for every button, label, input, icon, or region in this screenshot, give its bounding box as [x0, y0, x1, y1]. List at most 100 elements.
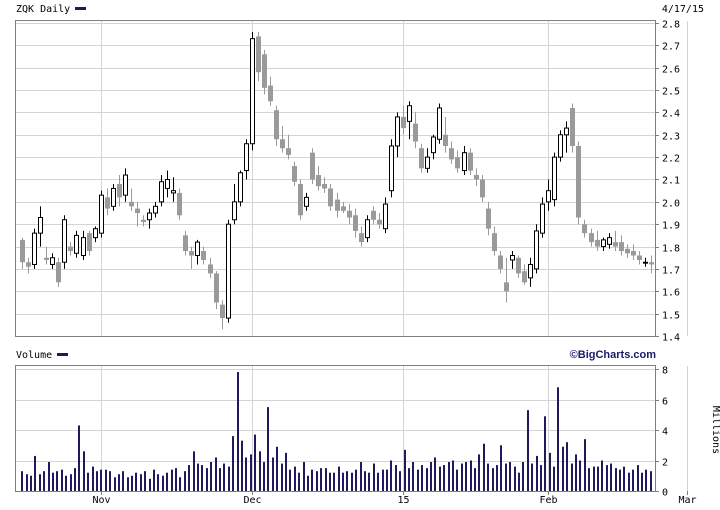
candle-body: [81, 237, 86, 257]
price-tick-label: 2.0: [662, 199, 680, 210]
candle-body: [44, 257, 49, 260]
candle-body: [419, 148, 424, 169]
candle-body: [607, 237, 612, 245]
volume-tick-label: 2: [662, 458, 668, 469]
volume-bar: [522, 462, 524, 491]
candle-body: [111, 187, 116, 207]
candle-up: [232, 183, 237, 225]
volume-bar: [43, 471, 45, 491]
volume-bar: [149, 478, 151, 491]
candle-body: [540, 203, 545, 234]
candle-up: [607, 233, 612, 249]
candle-down: [413, 112, 418, 149]
candle-body: [407, 105, 412, 122]
candle-down: [504, 257, 509, 303]
volume-bar: [421, 465, 423, 491]
x-tick-label: 15: [397, 495, 409, 506]
price-tick-label: 1.8: [662, 244, 680, 255]
candle-body: [431, 136, 436, 154]
candle-body: [425, 156, 430, 169]
candle-down: [328, 183, 333, 211]
volume-bar: [448, 462, 450, 491]
volume-bar: [245, 457, 247, 491]
candle-body: [335, 199, 340, 211]
volume-bar: [140, 474, 142, 491]
volume-bar: [272, 457, 274, 491]
candle-body: [455, 157, 460, 169]
candle-body: [32, 232, 37, 265]
candle-down: [353, 208, 358, 238]
candle-body: [310, 152, 315, 180]
candle-body: [486, 208, 491, 229]
volume-bar: [610, 463, 612, 491]
candle-up: [462, 145, 467, 176]
candle-down: [220, 300, 225, 330]
x-tick-label: Nov: [92, 495, 110, 506]
volume-bar: [171, 469, 173, 491]
candle-down: [26, 257, 31, 274]
candle-down: [341, 201, 346, 214]
candle-body: [298, 183, 303, 216]
volume-bar: [210, 462, 212, 491]
candle-up: [99, 190, 104, 238]
candle-body: [546, 190, 551, 203]
price-tick-label: 1.4: [662, 333, 680, 344]
volume-bar: [193, 451, 195, 491]
volume-bar: [289, 469, 291, 491]
candle-down: [595, 230, 600, 252]
candle-down: [56, 257, 61, 287]
candle-body: [99, 194, 104, 234]
candle-up: [165, 170, 170, 198]
candle-body: [171, 190, 176, 194]
volume-panel: 8 6 4 2 0 Millions: [15, 365, 720, 499]
volume-bar: [637, 465, 639, 491]
candle-up: [365, 215, 370, 243]
candle-down: [401, 105, 406, 135]
candle-body: [510, 255, 515, 261]
volume-bar: [408, 468, 410, 491]
candle-body: [534, 230, 539, 270]
candle-down: [455, 150, 460, 173]
volume-bar: [514, 466, 516, 491]
candle-body: [232, 201, 237, 221]
candle-body: [389, 145, 394, 192]
candle-body: [141, 219, 146, 222]
volume-bar: [303, 462, 305, 491]
candle-up: [62, 215, 67, 269]
volume-bar: [254, 434, 256, 491]
candle-down: [637, 251, 642, 265]
candle-body: [244, 143, 249, 172]
candle-body: [50, 257, 55, 265]
candle-down: [419, 143, 424, 173]
candle-down: [214, 271, 219, 310]
volume-bar: [259, 451, 261, 491]
price-tick-label: 2.4: [662, 109, 680, 120]
volume-bar: [267, 407, 269, 491]
volume-bar: [232, 436, 234, 491]
volume-legend-swatch: [57, 353, 68, 356]
candle-body: [129, 201, 134, 207]
candle-body: [177, 192, 182, 216]
volume-bar: [404, 449, 406, 491]
volume-bar: [237, 372, 239, 491]
candle-up: [534, 224, 539, 274]
price-panel-frame: [15, 20, 656, 337]
price-tick-label: 1.5: [662, 311, 680, 322]
volume-bar: [333, 472, 335, 491]
candle-up: [93, 226, 98, 243]
price-tick-label: 2.1: [662, 176, 680, 187]
volume-bar: [197, 463, 199, 491]
candle-body: [643, 261, 648, 264]
volume-bar: [531, 463, 533, 491]
candle-down: [619, 235, 624, 256]
volume-bar: [65, 475, 67, 491]
volume-bar: [452, 460, 454, 491]
candle-body: [328, 188, 333, 207]
candle-body: [413, 123, 418, 142]
volume-bar: [338, 466, 340, 491]
candle-up: [552, 152, 557, 207]
candle-up: [81, 230, 86, 260]
volume-grid: [16, 366, 688, 491]
volume-bar: [30, 475, 32, 491]
